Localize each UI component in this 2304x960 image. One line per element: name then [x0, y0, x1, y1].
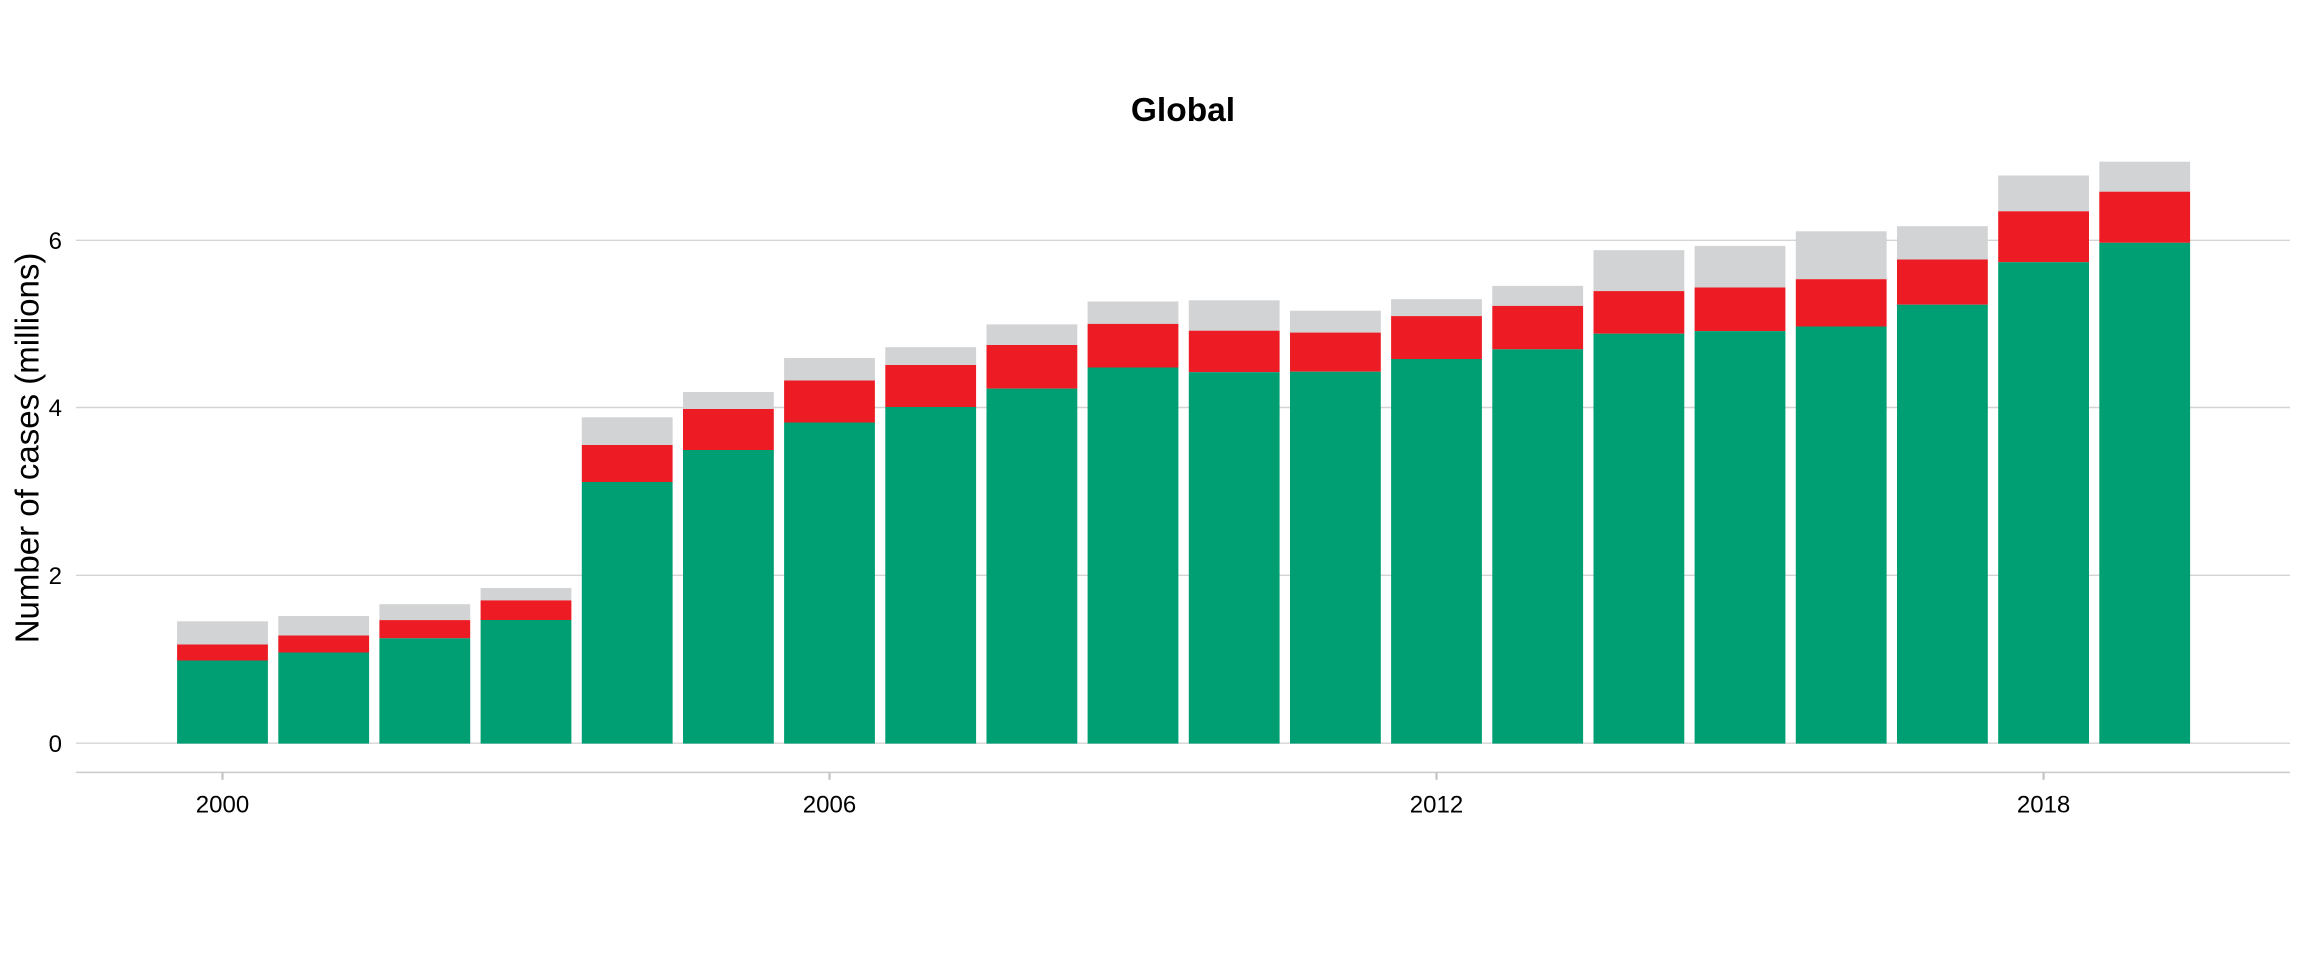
- svg-text:Number of cases (millions): Number of cases (millions): [9, 253, 46, 644]
- svg-text:6: 6: [49, 228, 62, 255]
- svg-text:4: 4: [49, 395, 62, 422]
- svg-text:Global: Global: [1131, 92, 1235, 129]
- svg-text:2012: 2012: [1410, 792, 1463, 819]
- svg-text:2000: 2000: [196, 792, 249, 819]
- svg-text:2: 2: [49, 563, 62, 590]
- svg-text:2006: 2006: [803, 792, 856, 819]
- svg-text:0: 0: [49, 731, 62, 758]
- svg-text:2018: 2018: [2017, 792, 2070, 819]
